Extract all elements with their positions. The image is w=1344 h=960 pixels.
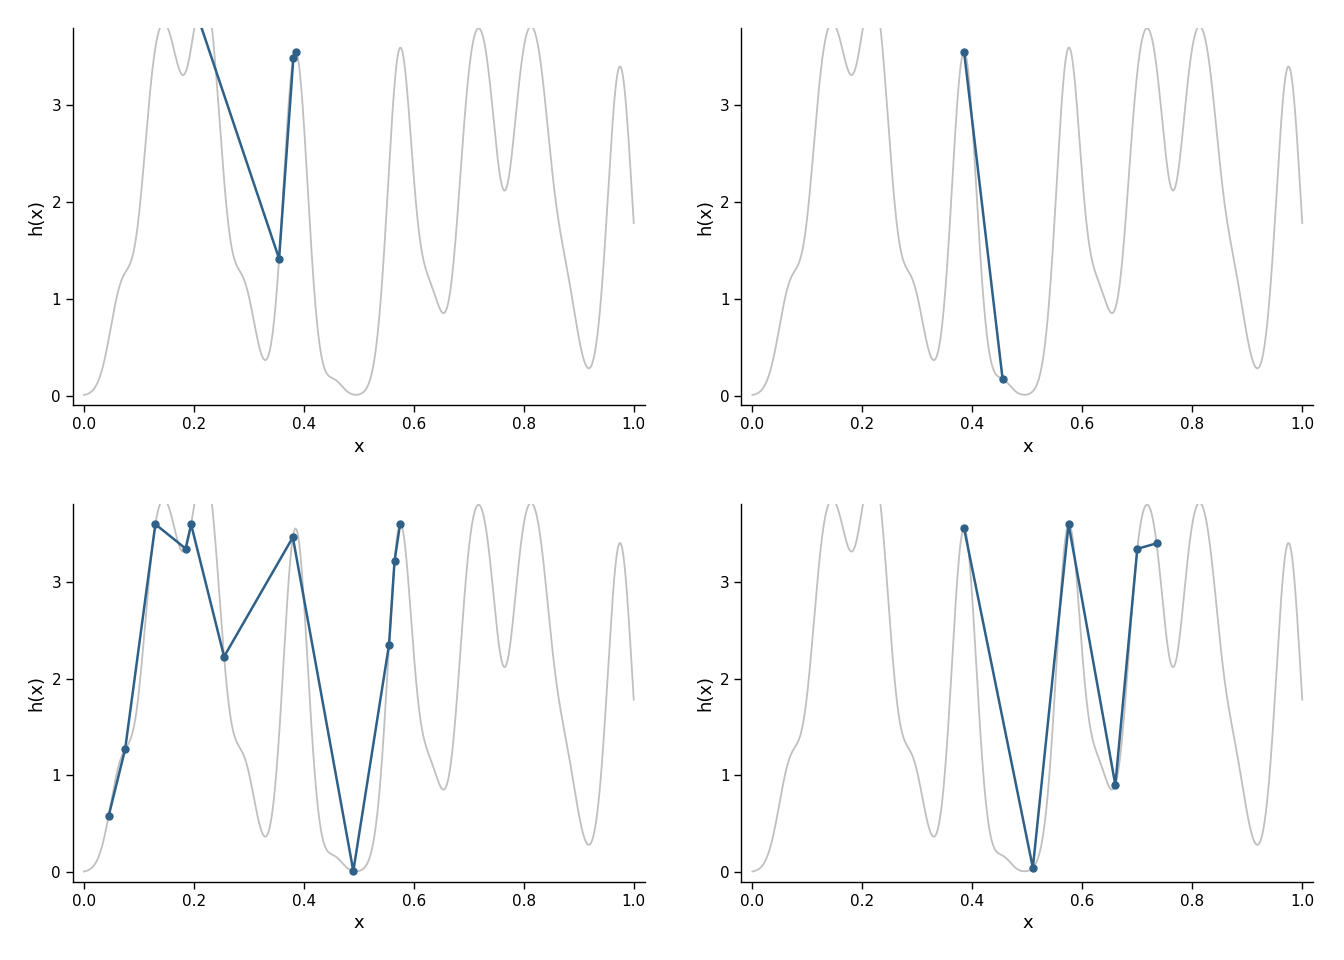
- Y-axis label: h(x): h(x): [28, 199, 46, 234]
- X-axis label: x: x: [1021, 438, 1032, 456]
- Y-axis label: h(x): h(x): [28, 675, 46, 711]
- X-axis label: x: x: [1021, 914, 1032, 932]
- Y-axis label: h(x): h(x): [696, 199, 714, 234]
- Y-axis label: h(x): h(x): [696, 675, 714, 711]
- X-axis label: x: x: [353, 914, 364, 932]
- X-axis label: x: x: [353, 438, 364, 456]
